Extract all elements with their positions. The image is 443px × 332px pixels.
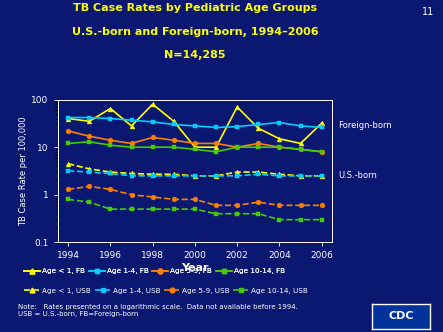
Y-axis label: TB Case Rate per 100,000: TB Case Rate per 100,000: [19, 116, 28, 226]
Text: TB Case Rates by Pediatric Age Groups: TB Case Rates by Pediatric Age Groups: [73, 3, 317, 13]
Text: Note:   Rates presented on a logarithmic scale.  Data not available before 1994.: Note: Rates presented on a logarithmic s…: [18, 304, 298, 317]
Legend: Age < 1, FB, Age 1-4, FB, Age 5-9, FB, Age 10-14, FB: Age < 1, FB, Age 1-4, FB, Age 5-9, FB, A…: [21, 265, 288, 277]
Text: CDC: CDC: [388, 311, 414, 321]
Text: 11: 11: [422, 7, 434, 17]
Text: U.S.-born and Foreign-born, 1994–2006: U.S.-born and Foreign-born, 1994–2006: [72, 27, 318, 37]
Text: N=14,285: N=14,285: [164, 50, 225, 60]
Legend: Age < 1, USB, Age 1-4, USB, Age 5-9, USB, Age 10-14, USB: Age < 1, USB, Age 1-4, USB, Age 5-9, USB…: [21, 285, 311, 297]
X-axis label: Year: Year: [181, 263, 209, 273]
Text: Foreign-born: Foreign-born: [338, 122, 392, 130]
Text: U.S.-born: U.S.-born: [338, 171, 377, 180]
